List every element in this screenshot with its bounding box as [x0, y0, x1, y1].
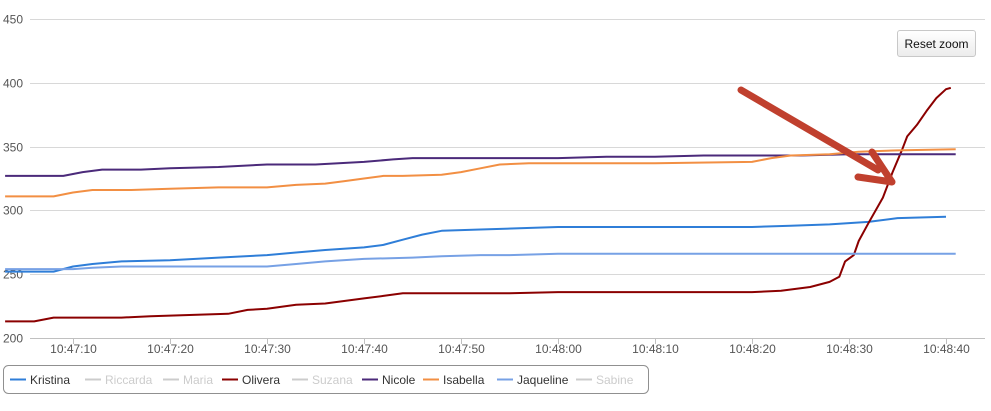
x-tick-label: 10:48:10 — [632, 342, 679, 356]
legend-label: Suzana — [312, 373, 353, 387]
series-line-isabella[interactable] — [5, 148, 956, 198]
legend-label: Isabella — [443, 373, 485, 387]
series-line-nicole[interactable] — [5, 153, 956, 177]
annotation-arrow — [737, 86, 896, 186]
legend-label: Jaqueline — [517, 373, 569, 387]
legend-item-olivera[interactable]: Olivera — [222, 373, 280, 387]
legend-label: Olivera — [242, 373, 280, 387]
legend-label: Riccarda — [105, 373, 153, 387]
y-tick-label: 350 — [3, 141, 23, 155]
x-tick-label: 10:48:20 — [729, 342, 776, 356]
legend-item-sabine[interactable]: Sabine — [576, 373, 634, 387]
series-line-kristina[interactable] — [5, 215, 947, 273]
legend-item-jaqueline[interactable]: Jaqueline — [497, 373, 569, 387]
x-tick-label: 10:47:10 — [50, 342, 97, 356]
y-tick-label: 200 — [3, 332, 23, 346]
series-lines — [5, 86, 956, 323]
legend-box — [3, 365, 649, 394]
legend-label: Sabine — [596, 373, 634, 387]
legend-item-isabella[interactable]: Isabella — [423, 373, 485, 387]
x-tick-label: 10:48:30 — [826, 342, 873, 356]
x-tick-label: 10:47:40 — [341, 342, 388, 356]
reset-zoom-button[interactable]: Reset zoom — [897, 30, 976, 57]
x-axis-ticks: 10:47:10 10:47:20 10:47:30 10:47:40 10:47:50… — [50, 338, 970, 356]
legend-label: Nicole — [382, 373, 416, 387]
legend-item-suzana[interactable]: Suzana — [292, 373, 353, 387]
x-tick-label: 10:48:00 — [535, 342, 582, 356]
grid-lines — [30, 19, 985, 339]
series-line-olivera[interactable] — [5, 86, 952, 323]
series-line-jaqueline[interactable] — [5, 252, 956, 271]
legend-item-kristina[interactable]: Kristina — [10, 373, 70, 387]
legend-label: Maria — [183, 373, 213, 387]
legend-item-nicole[interactable]: Nicole — [362, 373, 416, 387]
legend-label: Kristina — [30, 373, 70, 387]
x-tick-label: 10:48:40 — [923, 342, 970, 356]
x-tick-label: 10:47:30 — [244, 342, 291, 356]
y-tick-label: 450 — [3, 13, 23, 27]
x-tick-label: 10:47:50 — [438, 342, 485, 356]
arrow-shaft — [737, 86, 882, 174]
arrow-head — [854, 148, 896, 186]
x-tick-label: 10:47:20 — [147, 342, 194, 356]
y-tick-label: 400 — [3, 77, 23, 91]
legend-item-riccarda[interactable]: Riccarda — [85, 373, 153, 387]
legend[interactable]: Kristina Riccarda Maria Olivera Suzana Nicole… — [3, 365, 649, 394]
y-tick-label: 300 — [3, 204, 23, 218]
legend-item-maria[interactable]: Maria — [163, 373, 213, 387]
